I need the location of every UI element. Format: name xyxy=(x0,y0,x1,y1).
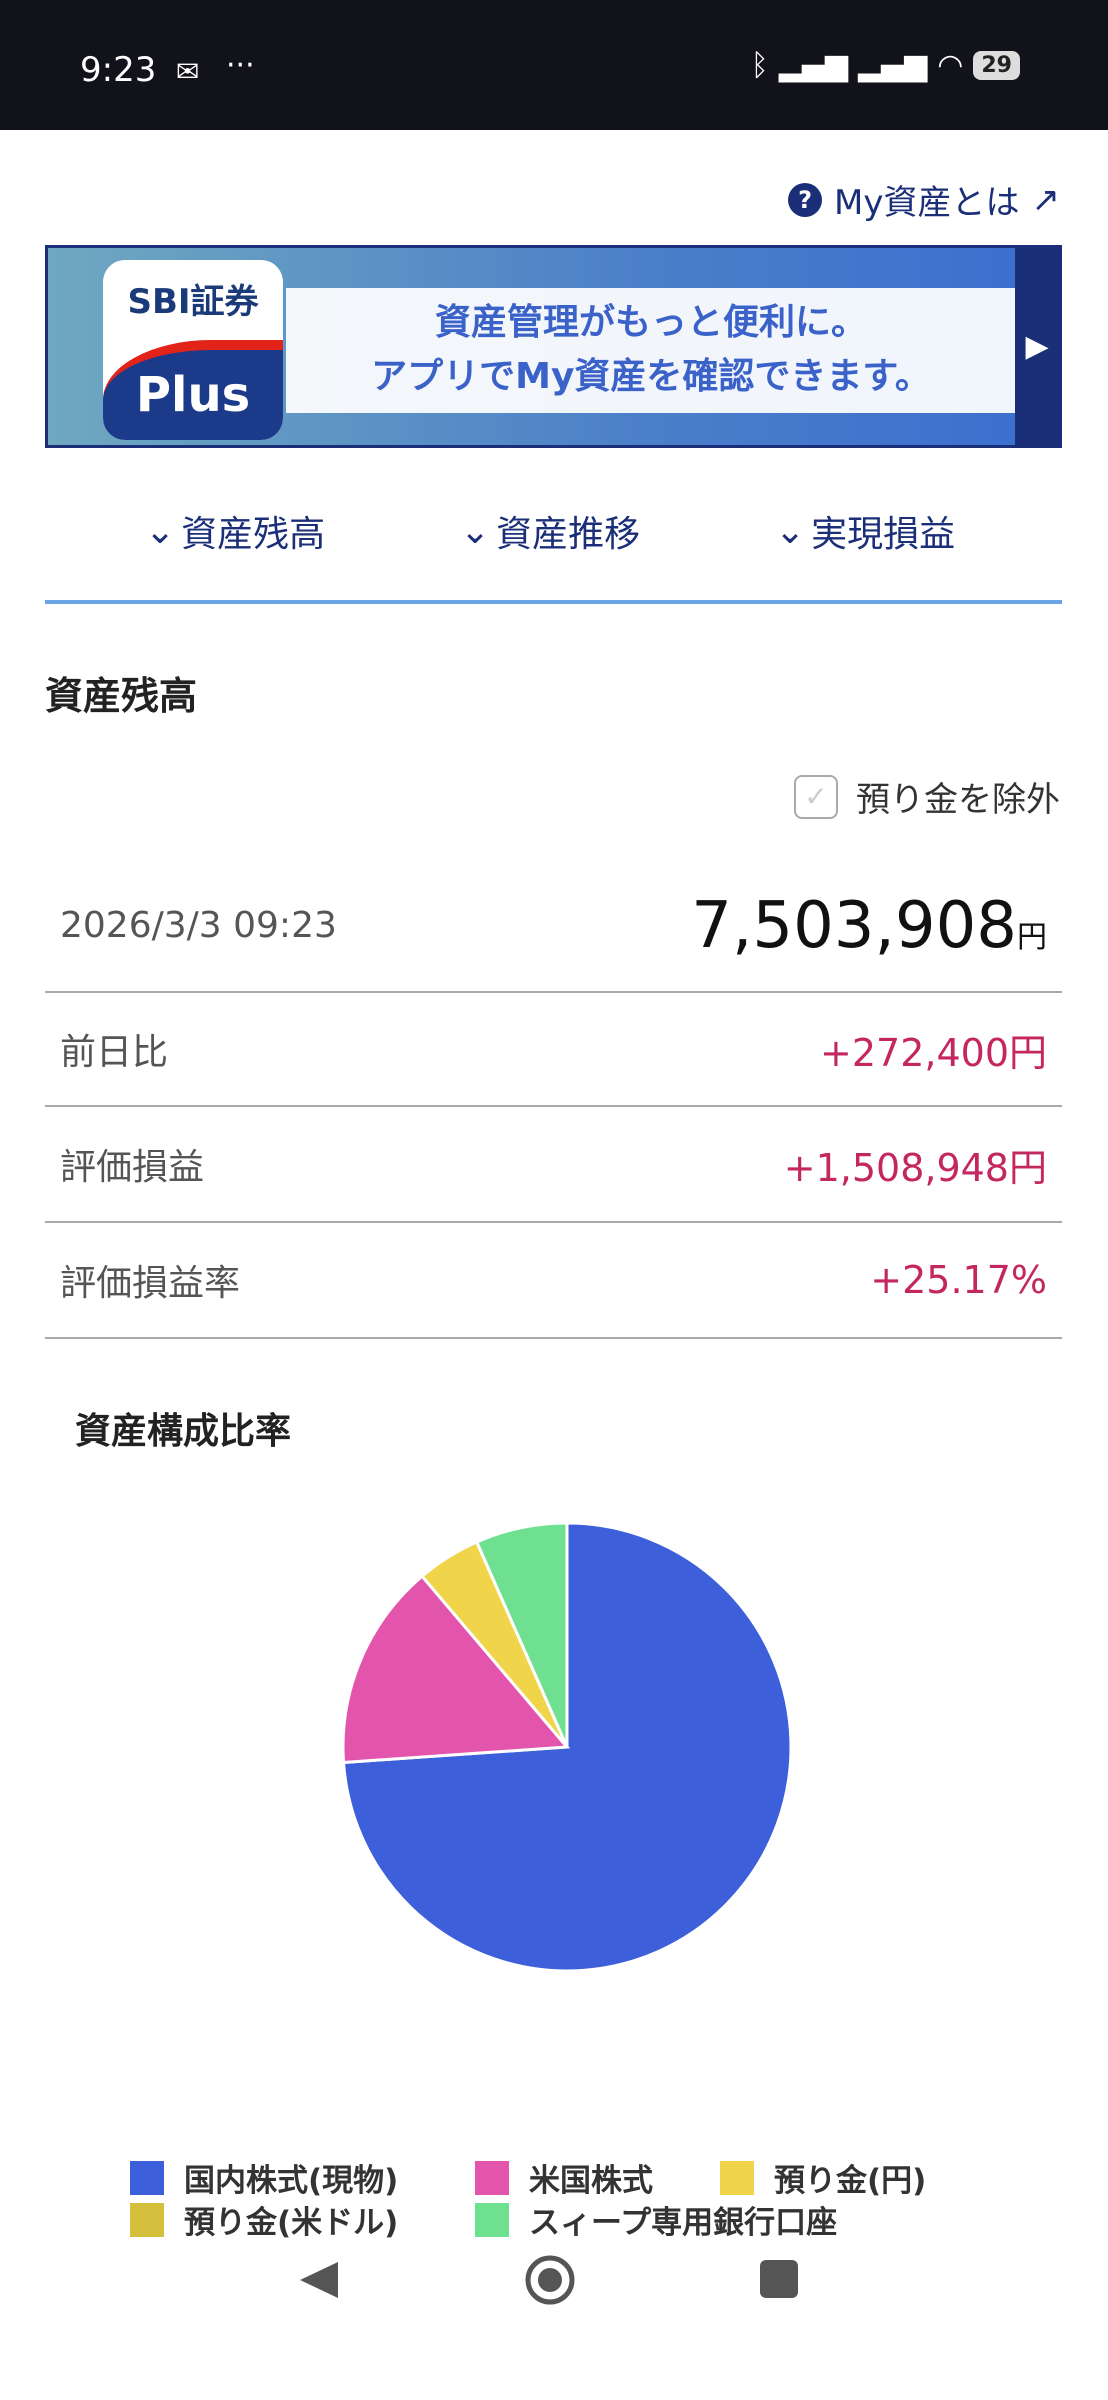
as-of-datetime: 2026/3/3 09:23 xyxy=(60,905,337,946)
banner-message: 資産管理がもっと便利に。 アプリでMy資産を確認できます。 xyxy=(286,288,1016,413)
total-row: 2026/3/3 09:23 7,503,908円 xyxy=(45,860,1062,993)
legend-item: 預り金(米ドル) xyxy=(130,2197,398,2242)
banner-line-2: アプリでMy資産を確認できます。 xyxy=(371,356,931,397)
exclude-deposit-checkbox[interactable]: ✓ 預り金を除外 xyxy=(794,772,1060,821)
pie-slice-4 xyxy=(474,1521,569,1748)
legend-swatch xyxy=(130,2160,164,2195)
question-icon: ? xyxy=(788,182,823,217)
tab-label: 実現損益 xyxy=(811,514,956,555)
asset-pie-chart xyxy=(341,1521,793,1973)
banner-line-1: 資産管理がもっと便利に。 xyxy=(434,302,867,343)
external-link-icon: ↗ xyxy=(1031,179,1061,220)
system-nav-bar xyxy=(300,2255,798,2305)
row-value: +1,508,948円 xyxy=(783,1145,1047,1190)
legend-label: 預り金(円) xyxy=(774,2163,927,2199)
back-button[interactable] xyxy=(300,2262,338,2298)
bluetooth-icon: ᛒ xyxy=(750,48,769,83)
unrealized-pl-row: 評価損益 +1,508,948円 xyxy=(45,1107,1062,1223)
more-notifications-icon: ··· xyxy=(226,48,255,83)
tab-balance[interactable]: ⌄ 資産残高 xyxy=(145,505,325,557)
sbi-plus-banner[interactable]: SBI証券 Plus 資産管理がもっと便利に。 アプリでMy資産を確認できます。… xyxy=(45,245,1062,448)
legend-label: 米国株式 xyxy=(529,2163,653,2199)
row-value: +25.17% xyxy=(870,1258,1047,1302)
total-value: 7,503,908 xyxy=(691,888,1017,963)
my-assets-help-link[interactable]: ? My資産とは ↗ xyxy=(788,175,1060,224)
legend-swatch xyxy=(130,2202,164,2237)
legend-swatch xyxy=(475,2160,509,2195)
logo-plus: Plus xyxy=(103,340,283,440)
status-icons: ᛒ ▂▄▆ ▂▄▆ ◠ 29 xyxy=(751,48,1020,83)
signal-icon: ▂▄▆ xyxy=(778,48,848,83)
recents-button[interactable] xyxy=(760,2260,798,2298)
chart-title: 資産構成比率 xyxy=(75,1411,292,1452)
status-bar: 9:23 ✉ ··· ᛒ ▂▄▆ ▂▄▆ ◠ 29 xyxy=(0,0,1108,130)
row-value: +272,400円 xyxy=(820,1030,1047,1075)
chevron-down-icon: ⌄ xyxy=(460,510,491,552)
pie-slice-1 xyxy=(341,1574,571,1765)
tab-realized[interactable]: ⌄ 実現損益 xyxy=(775,505,955,557)
logo-text: SBI証券 xyxy=(127,282,259,322)
chevron-down-icon: ⌄ xyxy=(775,510,806,552)
clock: 9:23 xyxy=(80,50,157,90)
chevron-right-icon: ▶ xyxy=(1015,248,1059,445)
legend-item: 預り金(円) xyxy=(720,2155,926,2200)
chevron-down-icon: ⌄ xyxy=(145,510,176,552)
day-change-row: 前日比 +272,400円 xyxy=(45,993,1062,1107)
row-label: 評価損益 xyxy=(60,1147,205,1188)
tab-history[interactable]: ⌄ 資産推移 xyxy=(460,505,640,557)
sbi-plus-logo: SBI証券 Plus xyxy=(103,260,283,440)
wifi-icon: ◠ xyxy=(937,48,964,83)
signal-icon-2: ▂▄▆ xyxy=(857,48,928,83)
legend-label: スィープ専用銀行口座 xyxy=(529,2205,838,2241)
tab-label: 資産推移 xyxy=(496,514,641,555)
mail-icon: ✉ xyxy=(176,55,200,88)
tab-divider xyxy=(45,600,1062,604)
battery-icon: 29 xyxy=(973,51,1020,80)
checkbox-label: 預り金を除外 xyxy=(856,780,1060,820)
legend-label: 預り金(米ドル) xyxy=(184,2205,399,2241)
checkbox-icon: ✓ xyxy=(794,774,838,819)
home-dot xyxy=(538,2268,562,2292)
legend-item: スィープ専用銀行口座 xyxy=(475,2197,837,2242)
legend-swatch xyxy=(475,2202,509,2237)
currency: 円 xyxy=(1017,919,1047,955)
row-label: 評価損益率 xyxy=(60,1263,241,1304)
legend-swatch xyxy=(720,2160,754,2195)
section-title: 資産残高 xyxy=(45,674,198,718)
legend-item: 国内株式(現物) xyxy=(130,2155,398,2200)
help-link-label: My資産とは xyxy=(834,183,1020,223)
unrealized-pl-rate-row: 評価損益率 +25.17% xyxy=(45,1223,1062,1339)
legend-label: 国内株式(現物) xyxy=(184,2163,399,2199)
home-button[interactable] xyxy=(525,2255,575,2305)
row-label: 前日比 xyxy=(60,1032,169,1073)
tab-label: 資産残高 xyxy=(181,514,326,555)
legend-item: 米国株式 xyxy=(475,2155,653,2200)
